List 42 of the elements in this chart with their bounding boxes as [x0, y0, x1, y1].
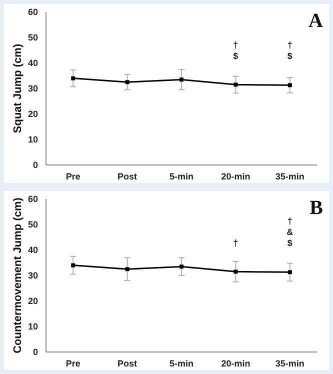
y-tick-label: 0: [32, 160, 38, 170]
y-tick-label: 50: [28, 220, 38, 230]
point: [71, 76, 76, 80]
x-tick-label: 35-min: [275, 358, 304, 368]
point: [288, 83, 292, 88]
point: [288, 270, 292, 274]
annotation: B: [310, 197, 323, 220]
y-tick-label: 60: [28, 7, 38, 18]
y-tick-label: 30: [28, 84, 38, 94]
y-tick-label: 40: [28, 58, 38, 68]
x-tick-label: 20-min: [221, 358, 250, 368]
point: [234, 82, 238, 87]
point: [180, 264, 184, 269]
x-tick-label: Post: [118, 171, 138, 182]
x-tick-label: Post: [118, 358, 138, 368]
y-tick-label: 50: [28, 32, 38, 43]
point: [125, 267, 130, 272]
y-tick-label: 20: [28, 109, 38, 120]
y-tick-label: 40: [28, 245, 38, 256]
y-tick-label: 10: [28, 322, 38, 332]
point: [180, 78, 184, 82]
annotation: † & $: [286, 216, 294, 249]
y-axis-title: Squat Jump (cm): [12, 44, 24, 134]
annotation: † $: [286, 40, 294, 62]
y-tick-label: 10: [28, 134, 38, 145]
y-axis-title: Countermovement Jump (cm): [12, 197, 24, 354]
point: [125, 80, 130, 84]
y-tick-label: 0: [32, 347, 38, 358]
point: [71, 263, 76, 268]
x-tick-label: 5-min: [169, 358, 194, 368]
annotation: † $: [232, 40, 240, 62]
x-tick-label: 20-min: [221, 171, 250, 182]
x-tick-label: 35-min: [275, 171, 304, 182]
annotation: A: [308, 10, 323, 33]
y-tick-label: 60: [28, 194, 38, 204]
point: [234, 270, 238, 274]
x-tick-label: Pre: [66, 358, 80, 368]
y-tick-label: 20: [28, 296, 38, 306]
x-tick-label: 5-min: [169, 171, 194, 182]
x-tick-label: Pre: [66, 171, 80, 182]
annotation: †: [232, 238, 240, 249]
y-tick-label: 30: [28, 270, 38, 281]
